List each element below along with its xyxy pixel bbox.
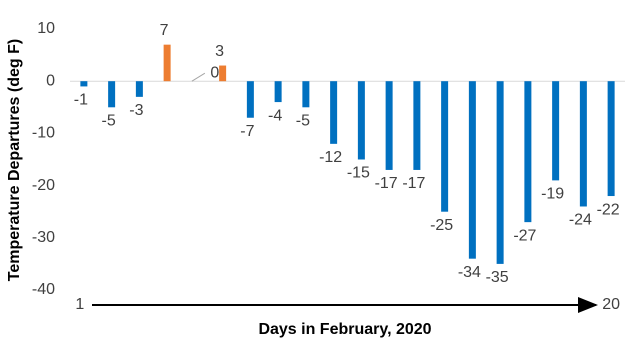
data-label: -27 [513,227,536,244]
bar [441,81,449,212]
bar [246,81,254,118]
data-label: -4 [268,107,282,124]
bar [385,81,393,170]
data-label: -5 [296,113,310,130]
bar [219,65,227,82]
data-label: -7 [240,123,254,140]
data-label: 7 [160,22,169,39]
y-tick-label: 10 [37,20,55,37]
data-label: -22 [597,201,620,218]
data-label: -17 [402,175,425,192]
bar [357,81,365,160]
data-label: -34 [458,264,481,281]
x-tick-label: 1 [75,296,84,313]
bar [468,81,476,259]
data-label: 3 [215,43,224,60]
bar [413,81,421,170]
bar [274,81,282,103]
x-axis-title: Days in February, 2020 [258,321,431,338]
x-tick-label: 20 [602,296,620,313]
bar [330,81,338,144]
data-label: -19 [541,186,564,203]
bar [135,81,143,97]
data-label: -17 [375,175,398,192]
data-label: -35 [486,269,509,286]
data-label: -15 [347,165,370,182]
bar [108,81,116,108]
bar [607,81,615,197]
data-label: -25 [430,217,453,234]
data-label: 0 [210,64,219,81]
bar [80,81,88,87]
y-axis-title: Temperature Departures (deg F) [6,39,23,281]
y-tick-label: -20 [32,177,55,194]
data-label: -24 [569,212,592,229]
y-tick-label: 0 [46,72,55,89]
label-leader [191,72,206,82]
data-label: -12 [319,149,342,166]
y-tick-label: -10 [32,125,55,142]
bar [302,81,310,108]
bar [163,44,171,82]
data-label: -3 [129,102,143,119]
data-label: -1 [74,92,88,109]
bar [524,81,532,223]
bar [579,81,587,207]
y-tick-label: -30 [32,229,55,246]
data-label: -5 [102,113,116,130]
bar [496,81,504,264]
bar [552,81,560,181]
y-tick-label: -40 [32,281,55,298]
